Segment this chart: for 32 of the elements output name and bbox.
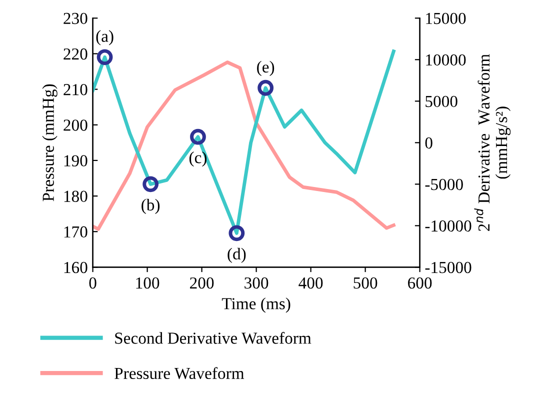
legend-label: Second Derivative Waveform bbox=[115, 332, 312, 344]
y-tick-label: 160 bbox=[64, 262, 88, 274]
y-axis-title: Pressure (mmHg) bbox=[42, 84, 58, 202]
y-tick-label: 210 bbox=[64, 84, 88, 96]
x-tick-label: 300 bbox=[244, 277, 268, 289]
y2-tick-label: -10000 bbox=[425, 220, 472, 232]
annotation: (d) bbox=[228, 248, 246, 263]
y-tick-label: 180 bbox=[64, 190, 88, 202]
annotation: (a) bbox=[96, 30, 114, 46]
y-tick-label: 170 bbox=[64, 226, 88, 238]
x-tick-label: 100 bbox=[136, 277, 160, 289]
x-tick-label: 400 bbox=[298, 277, 323, 289]
legend-label: Pressure Waveform bbox=[114, 367, 244, 380]
annotation: (b) bbox=[142, 198, 160, 214]
y2-tick-label: 5000 bbox=[426, 96, 458, 108]
y2-axis-title: 2$^{nd}$ Derivative Waveform (mmHg/s²) bbox=[474, 54, 511, 231]
y2-tick-label: -15000 bbox=[425, 262, 472, 274]
y2-tick-label: 0 bbox=[425, 137, 432, 149]
annotation: (c) bbox=[189, 152, 206, 167]
x-tick-label: 600 bbox=[408, 277, 432, 289]
x-tick-label: 500 bbox=[354, 277, 378, 289]
x-tick-label: 0 bbox=[89, 277, 96, 289]
y-tick-label: 220 bbox=[64, 48, 88, 60]
x-tick-label: 200 bbox=[190, 277, 214, 289]
y2-tick-label: -5000 bbox=[425, 178, 463, 190]
y2-tick-label: 10000 bbox=[426, 54, 466, 66]
y2-tick-label: 15000 bbox=[426, 12, 466, 24]
x-axis-title: Time (ms) bbox=[222, 298, 290, 313]
y-tick-label: 200 bbox=[64, 120, 88, 131]
y-tick-label: 230 bbox=[64, 12, 88, 24]
annotation: (e) bbox=[257, 60, 274, 76]
y-tick-label: 190 bbox=[64, 155, 88, 166]
